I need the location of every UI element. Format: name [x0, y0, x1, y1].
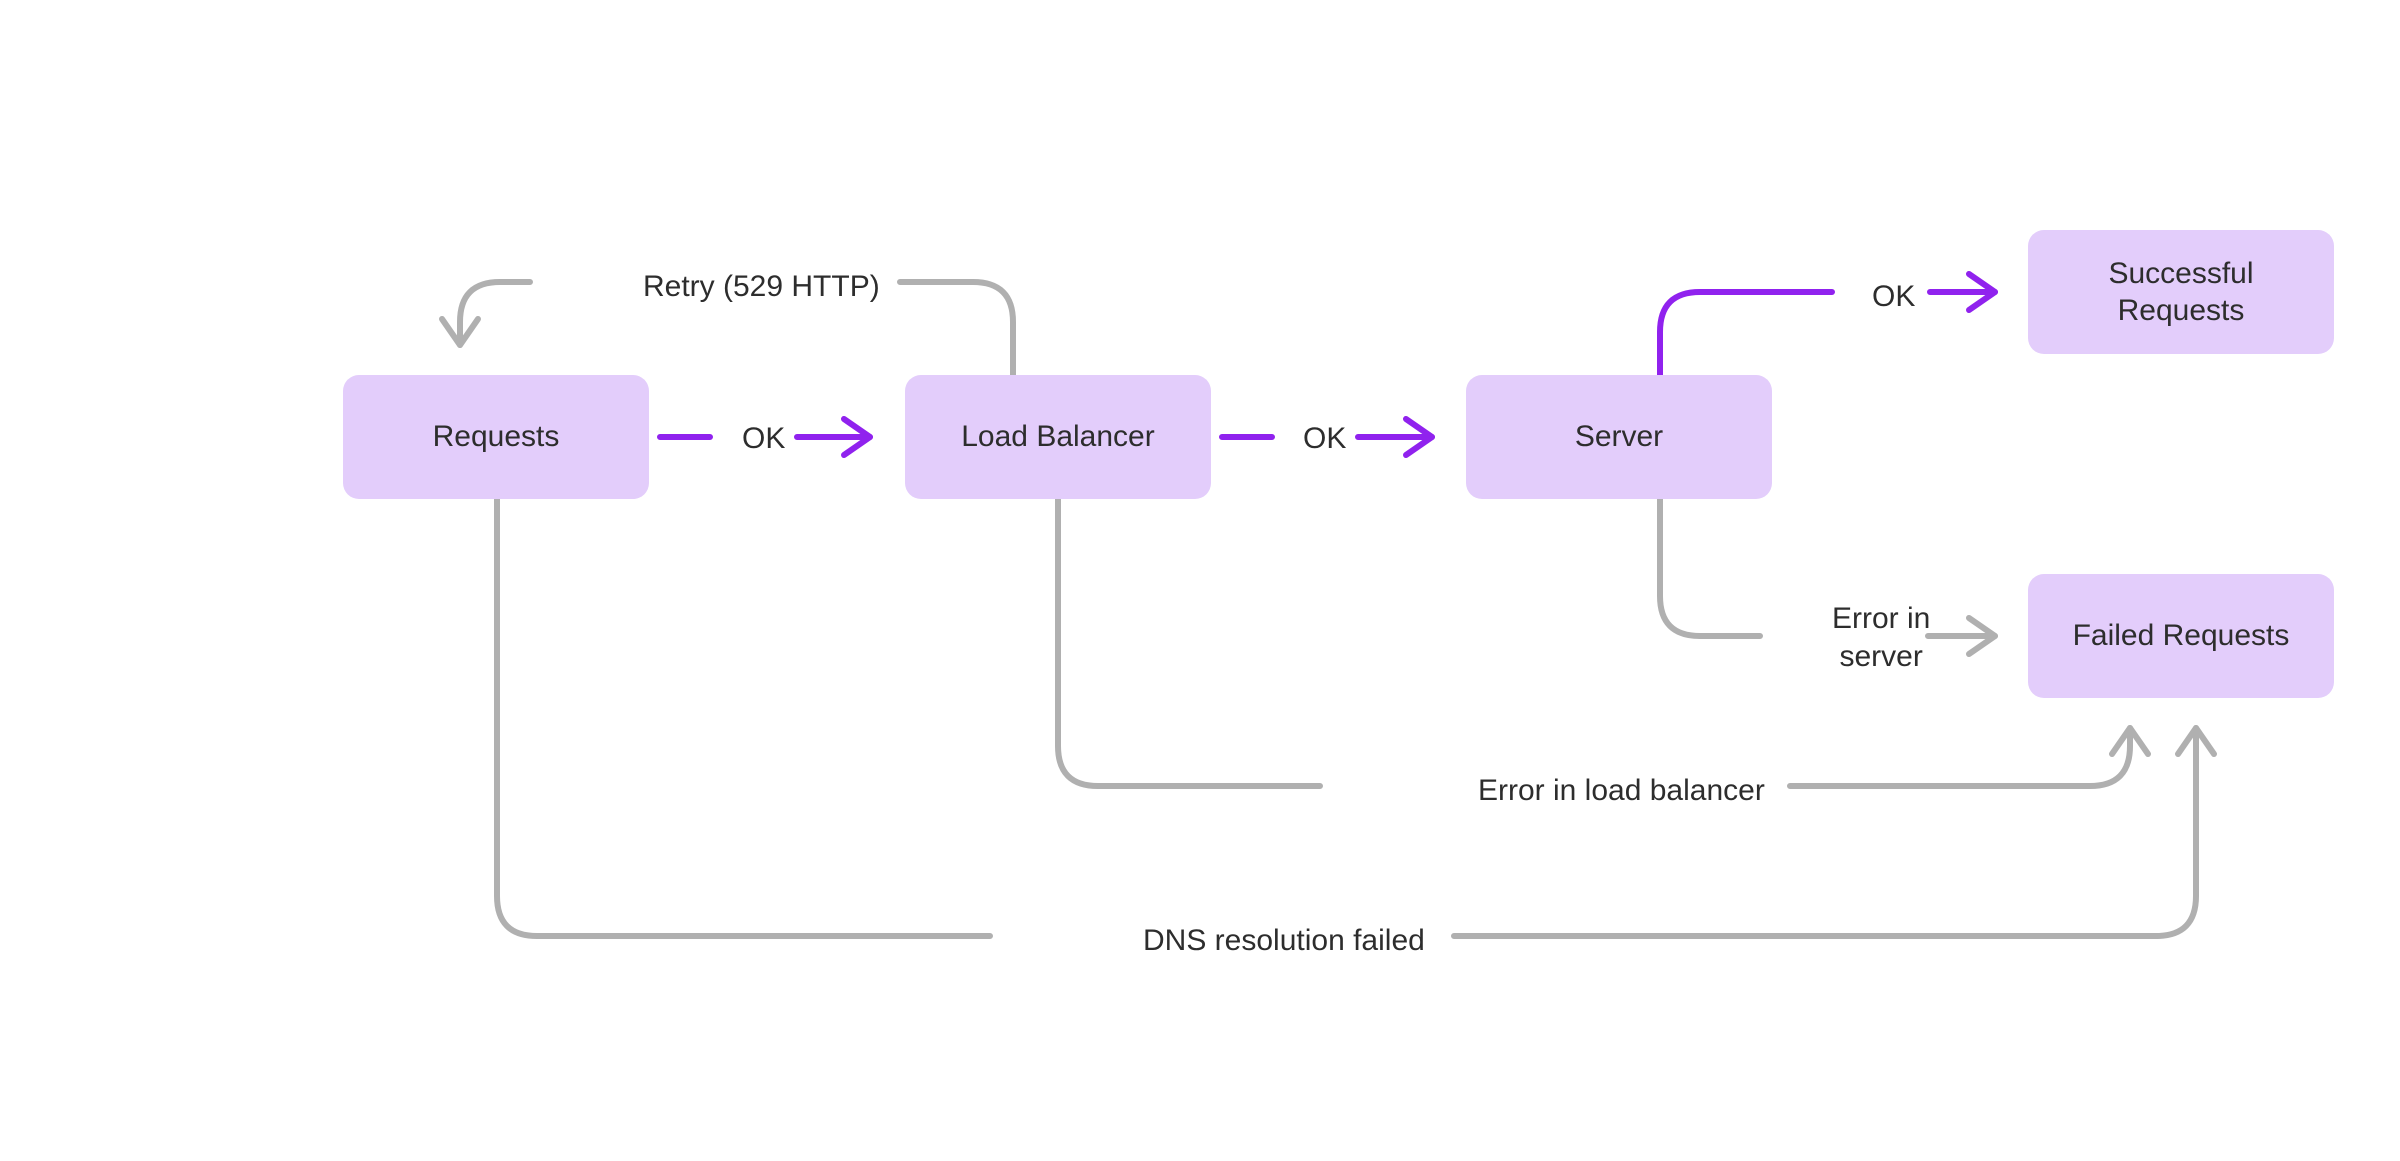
node-successful-requests: Successful Requests — [2028, 230, 2334, 354]
edge-label-retry: Retry (529 HTTP) — [643, 268, 880, 306]
node-label: Load Balancer — [961, 418, 1154, 456]
node-label: Failed Requests — [2073, 617, 2290, 655]
edge-label-ok3: OK — [1872, 278, 1915, 316]
node-label: Server — [1575, 418, 1663, 456]
edge-label-ok2: OK — [1303, 420, 1346, 458]
edge-label-err-server: Error in server — [1832, 600, 1930, 675]
flowchart-canvas: Requests Load Balancer Server Successful… — [0, 0, 2400, 1161]
node-load-balancer: Load Balancer — [905, 375, 1211, 499]
edge-label-err-lb: Error in load balancer — [1478, 772, 1765, 810]
node-requests: Requests — [343, 375, 649, 499]
edge-label-dns-fail: DNS resolution failed — [1143, 922, 1425, 960]
node-failed-requests: Failed Requests — [2028, 574, 2334, 698]
edge-label-ok1: OK — [742, 420, 785, 458]
node-label: Requests — [433, 418, 560, 456]
node-server: Server — [1466, 375, 1772, 499]
node-label: Successful Requests — [2048, 255, 2314, 330]
